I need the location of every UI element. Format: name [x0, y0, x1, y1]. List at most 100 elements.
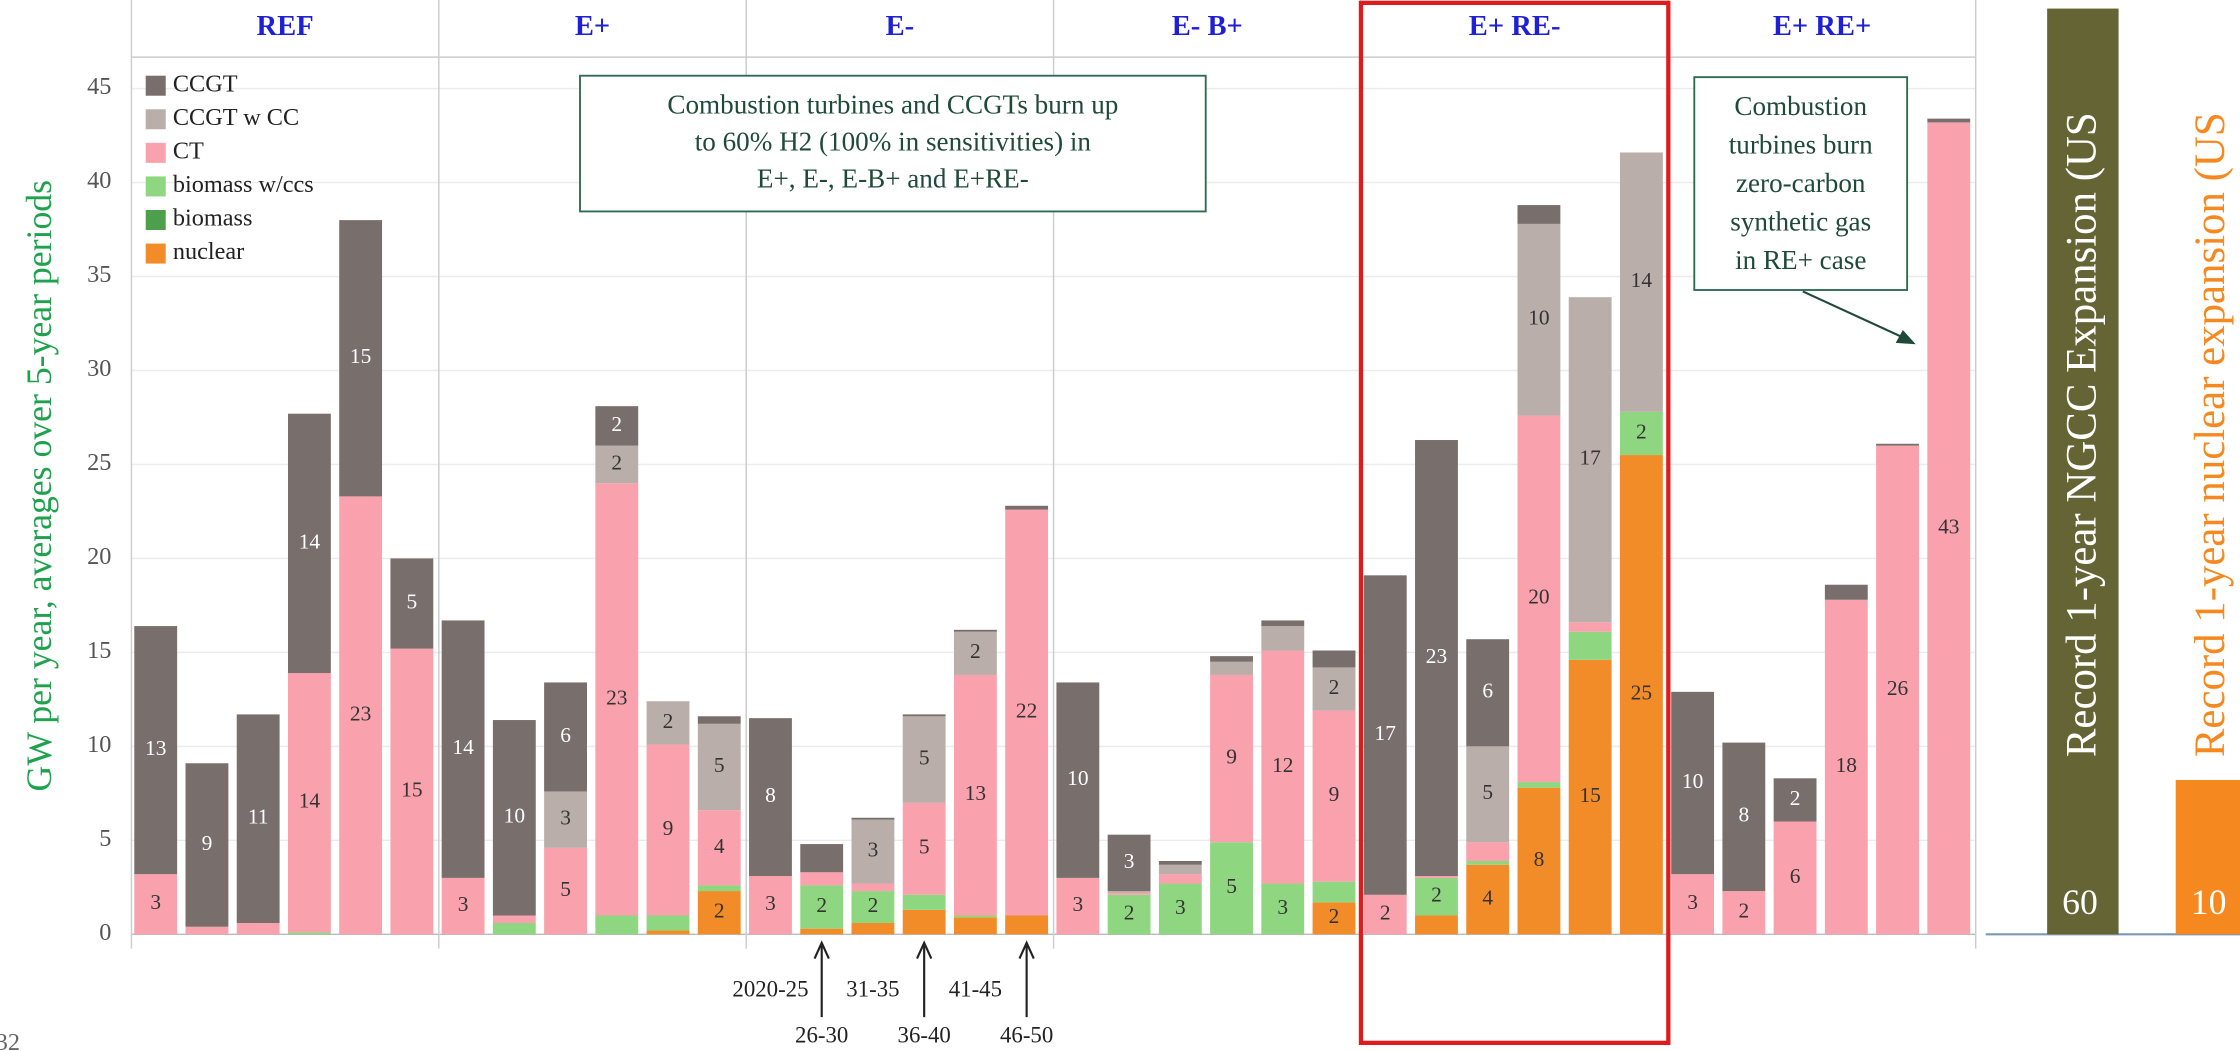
- bar-segment: [646, 930, 690, 935]
- bar-segment: [902, 894, 946, 910]
- bar-segment: [1517, 223, 1561, 416]
- annotation-arrow: [1802, 290, 1910, 341]
- record-value: 60: [2062, 882, 2098, 922]
- bar-segment: [851, 923, 895, 935]
- data-label: 3: [868, 838, 879, 862]
- data-label: 3: [765, 891, 776, 915]
- bar-segment: [1107, 892, 1151, 895]
- data-label: 5: [919, 835, 930, 859]
- data-label: 2: [970, 639, 981, 663]
- bar-segment: [1005, 505, 1049, 510]
- bar-segment: [902, 909, 946, 935]
- data-label: 18: [1836, 753, 1857, 777]
- panel-title: E+: [575, 11, 610, 42]
- bar-segment: [1415, 876, 1458, 878]
- bar-segment: [697, 891, 741, 935]
- y-tick-label: 15: [87, 637, 111, 664]
- data-label: 17: [1375, 721, 1397, 745]
- legend-swatch: [145, 243, 166, 264]
- bar-segment: [1517, 782, 1561, 788]
- bar-segment: [851, 891, 895, 924]
- bar-segment: [134, 874, 178, 935]
- bar-segment: [697, 885, 741, 892]
- bar-segment: [1466, 639, 1510, 747]
- data-label: 8: [1738, 803, 1749, 827]
- legend-swatch: [145, 210, 166, 230]
- bar-segment: [1210, 674, 1253, 843]
- data-label: 3: [150, 890, 161, 914]
- data-label: 15: [401, 777, 422, 801]
- data-label: 25: [1631, 681, 1652, 705]
- data-label: 3: [1073, 892, 1084, 916]
- data-label: 3: [1175, 895, 1186, 919]
- bar-segment: [390, 558, 434, 649]
- panel-title: E-: [886, 11, 915, 42]
- bar-segment: [390, 648, 434, 935]
- period-arrowhead: [916, 940, 933, 960]
- bar-segment: [800, 928, 844, 935]
- bar-segment: [1415, 440, 1458, 877]
- bar-segment: [1824, 584, 1868, 600]
- bar-segment: [1415, 915, 1458, 935]
- bar-segment: [287, 413, 331, 674]
- bar-segment: [492, 923, 536, 935]
- data-label: 2: [1329, 904, 1340, 928]
- annotation-box: [1693, 76, 1909, 291]
- data-label: 2: [1636, 419, 1647, 443]
- data-label: 10: [1067, 766, 1088, 790]
- bar-segment: [953, 917, 997, 935]
- bar-segment: [595, 915, 639, 935]
- bar-segment: [1927, 118, 1971, 123]
- data-label: 26: [1887, 676, 1909, 700]
- bar-segment: [953, 674, 997, 916]
- legend-swatch: [145, 109, 166, 130]
- bar-segment: [1005, 915, 1049, 935]
- bar-segment: [1363, 894, 1407, 935]
- bar-segment: [595, 445, 639, 484]
- bar-segment: [595, 483, 639, 916]
- data-label: 2: [1738, 899, 1749, 923]
- bar-segment: [800, 885, 844, 929]
- data-label: 5: [407, 589, 418, 613]
- bar-segment: [339, 220, 383, 497]
- bar-segment: [1876, 443, 1919, 446]
- bar-segment: [287, 932, 331, 935]
- data-label: 15: [350, 344, 371, 368]
- data-label: 12: [1272, 753, 1293, 777]
- bar-segment: [1466, 860, 1510, 865]
- bar-segment: [1568, 659, 1612, 935]
- data-label: 5: [560, 877, 571, 901]
- data-label: 13: [965, 781, 986, 805]
- bar-segment: [1876, 445, 1919, 935]
- bar-segment: [1312, 710, 1356, 882]
- bar-segment: [1466, 746, 1510, 843]
- data-label: 3: [560, 806, 571, 830]
- bar-segment: [851, 817, 895, 820]
- legend-label: CCGT: [173, 70, 238, 97]
- annotation-arrowhead: [1895, 330, 1916, 345]
- data-label: 9: [1329, 782, 1340, 806]
- bar-segment: [1158, 883, 1202, 935]
- data-label: 3: [458, 892, 469, 916]
- bar-segment: [1824, 599, 1868, 935]
- data-label: 9: [663, 816, 674, 840]
- data-label: 8: [1534, 847, 1545, 871]
- bar-segment: [697, 723, 741, 811]
- bar-segment: [287, 673, 331, 933]
- y-tick-label: 40: [87, 167, 111, 194]
- legend-label: CT: [173, 137, 204, 164]
- bar-segment: [1671, 874, 1715, 935]
- data-label: 6: [1790, 864, 1801, 888]
- bar-segment: [544, 682, 587, 792]
- bar-segment: [1107, 894, 1151, 935]
- bar-segment: [339, 496, 383, 935]
- bar-segment: [1619, 152, 1663, 412]
- data-label: 11: [248, 805, 269, 829]
- legend-swatch: [145, 142, 166, 163]
- y-tick-label: 30: [87, 355, 111, 382]
- bar-segment: [800, 844, 844, 873]
- bar-segment: [492, 915, 536, 924]
- data-label: 2: [1329, 675, 1340, 699]
- y-tick-label: 35: [87, 261, 111, 288]
